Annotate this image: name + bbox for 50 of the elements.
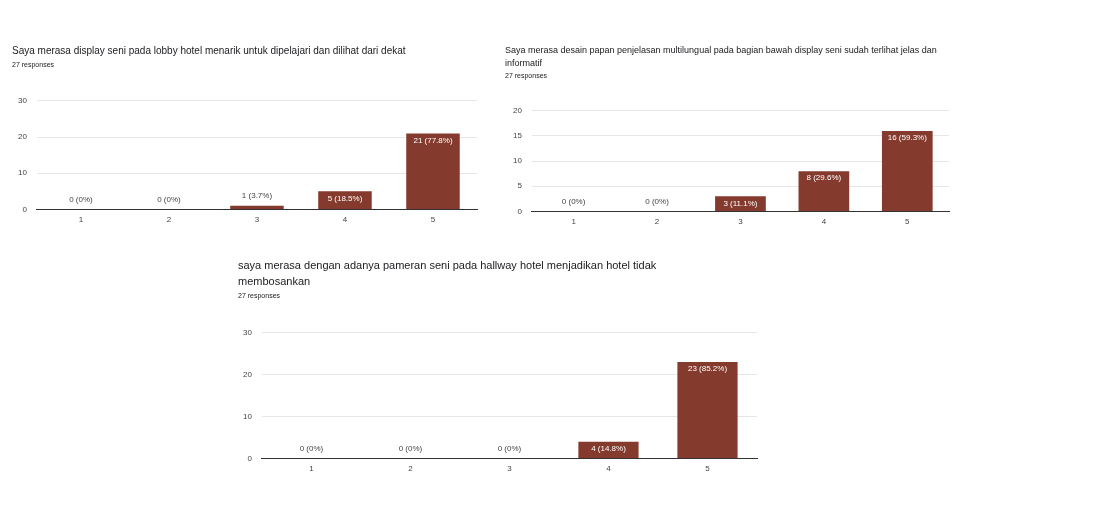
chart-title: Saya merasa desain papan penjelasan multilungual pada bagian bawah display seni sudah terlihat jelas dan informatif: [505, 44, 938, 71]
y-tick-label: 0: [22, 204, 28, 214]
y-tick-label: 20: [512, 106, 523, 115]
x-tick-label: 5: [705, 464, 711, 474]
y-tick-label: 10: [17, 168, 28, 178]
bar: [230, 205, 284, 209]
x-tick-label: 2: [408, 464, 414, 474]
x-tick-label: 2: [654, 217, 660, 227]
data-label: 1 (3.7%): [241, 190, 273, 200]
data-label: 0 (0%): [561, 196, 586, 206]
y-tick-label: 30: [242, 328, 253, 337]
bar: [881, 130, 933, 211]
x-tick-label: 4: [821, 217, 827, 227]
data-label: 4 (14.8%): [591, 443, 627, 453]
data-label: 0 (0%): [157, 194, 182, 204]
chart-title: Saya merasa display seni pada lobby hotel menarik untuk dipelajari dan dilihat dari dekat: [12, 44, 407, 58]
data-label: 0 (0%): [645, 196, 670, 206]
data-label: 21 (77.8%): [413, 135, 453, 145]
y-tick-label: 15: [512, 131, 523, 141]
data-label: 23 (85.2%): [687, 364, 728, 374]
x-tick-label: 4: [342, 215, 348, 225]
y-tick-label: 10: [512, 156, 523, 166]
x-tick-label: 3: [738, 217, 744, 227]
x-tick-label: 3: [507, 464, 513, 474]
x-tick-label: 3: [254, 215, 260, 225]
x-tick-label: 1: [78, 215, 84, 225]
x-tick-label: 5: [430, 215, 436, 225]
x-tick-label: 4: [606, 464, 612, 474]
data-label: 16 (59.3%): [887, 133, 928, 143]
y-tick-label: 5: [517, 181, 523, 191]
data-label: 0 (0%): [497, 443, 522, 453]
data-label: 0 (0%): [299, 443, 324, 453]
chart-title: saya merasa dengan adanya pameran seni pada hallway hotel menjadikan hotel tidak membosankan: [238, 258, 658, 289]
bar: [798, 171, 850, 211]
data-label: 3 (11.1%): [723, 198, 758, 208]
y-tick-label: 20: [17, 132, 28, 142]
x-tick-label: 5: [905, 217, 911, 227]
bar: [406, 133, 460, 209]
x-tick-label: 2: [166, 215, 172, 225]
data-label: 5 (18.5%): [327, 193, 363, 203]
y-tick-label: 0: [247, 453, 253, 463]
x-tick-label: 1: [571, 217, 577, 227]
data-label: 0 (0%): [398, 443, 423, 453]
y-tick-label: 20: [242, 369, 253, 379]
y-tick-label: 30: [17, 96, 28, 105]
data-label: 8 (29.6%): [806, 173, 842, 183]
data-label: 0 (0%): [69, 194, 94, 204]
y-tick-label: 0: [517, 206, 523, 216]
y-tick-label: 10: [242, 411, 253, 421]
x-tick-label: 1: [309, 464, 315, 474]
